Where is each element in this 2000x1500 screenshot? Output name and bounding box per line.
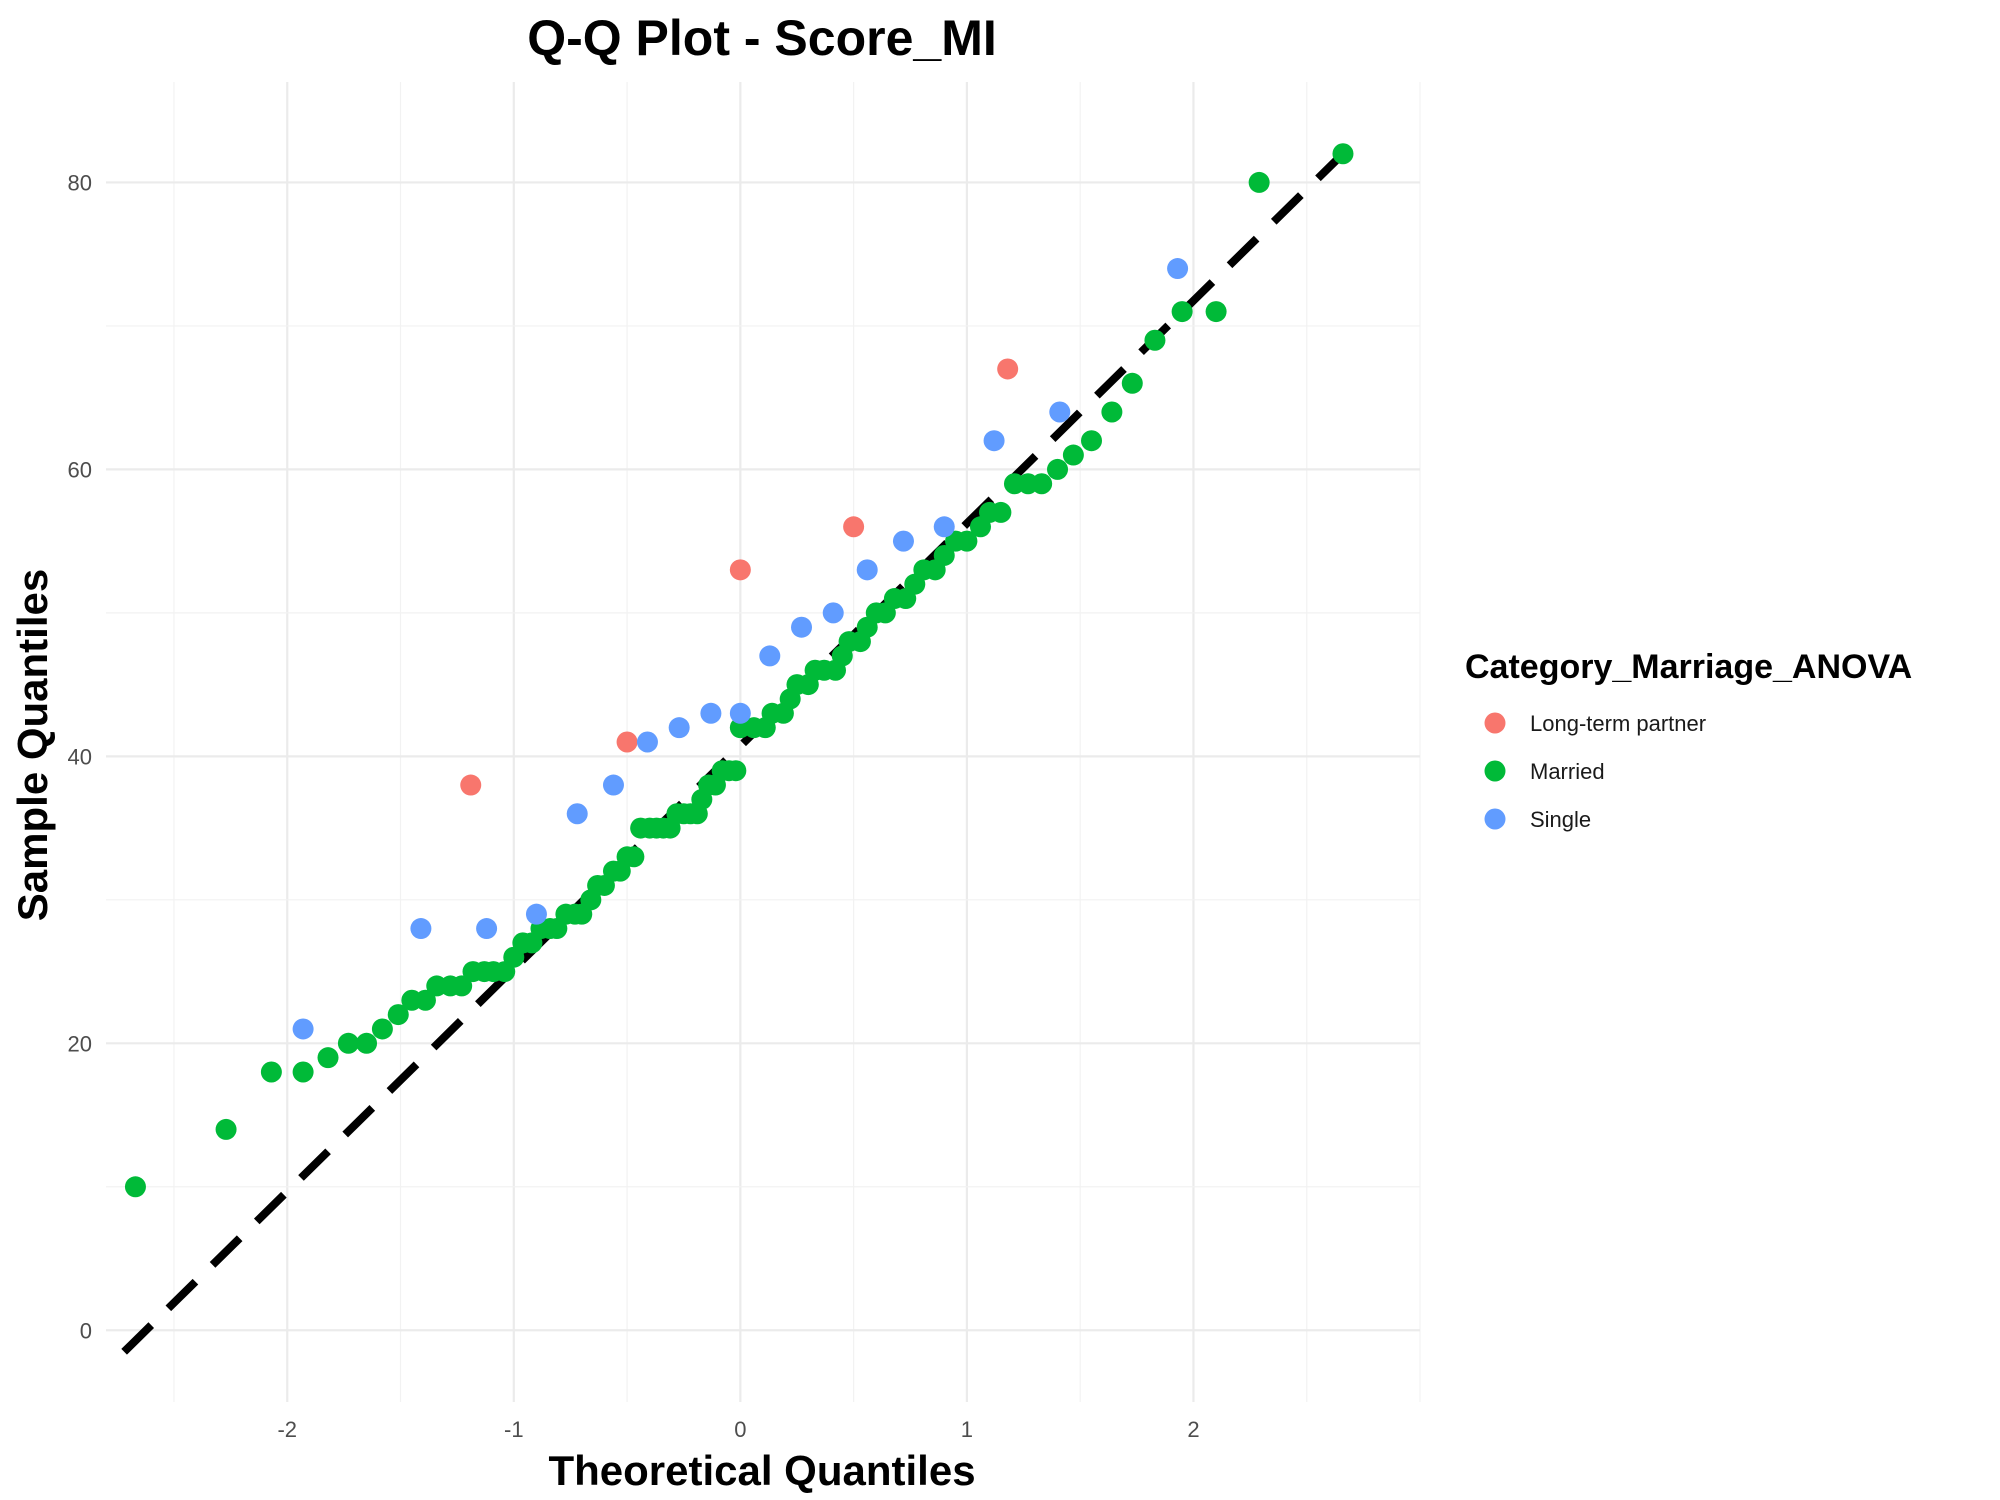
data-point [460, 774, 482, 796]
data-point [451, 975, 473, 997]
data-point [990, 501, 1012, 523]
data-point [759, 645, 781, 667]
legend-item: Long-term partner [1484, 711, 1706, 736]
x-tick-label: 2 [1187, 1417, 1199, 1442]
data-point [1062, 444, 1084, 466]
data-point [476, 918, 498, 940]
data-point [729, 702, 751, 724]
qq-reference-line [121, 150, 1346, 1355]
data-point [566, 803, 588, 825]
data-point [414, 989, 436, 1011]
chart-title: Q-Q Plot - Score_MI [527, 10, 997, 66]
legend: Category_Marriage_ANOVA Long-term partne… [1465, 648, 1912, 832]
data-point [1101, 401, 1123, 423]
x-axis-title: Theoretical Quantiles [548, 1447, 975, 1494]
data-point [1171, 301, 1193, 323]
y-axis-title: Sample Quantiles [9, 569, 56, 921]
legend-title: Category_Marriage_ANOVA [1465, 648, 1912, 686]
data-point [933, 516, 955, 538]
data-points [124, 143, 1354, 1198]
data-point [956, 530, 978, 552]
data-point [616, 731, 638, 753]
data-point [729, 559, 751, 581]
data-point [983, 430, 1005, 452]
data-point [1031, 473, 1053, 495]
data-point [1248, 171, 1270, 193]
y-tick-label: 40 [68, 744, 92, 769]
y-tick-label: 60 [68, 457, 92, 482]
legend-label: Single [1530, 807, 1591, 832]
data-point [292, 1061, 314, 1083]
data-point [892, 530, 914, 552]
data-point [933, 544, 955, 566]
x-axis-ticks: -2 -1 0 1 2 [277, 1417, 1199, 1442]
x-tick-label: -2 [277, 1417, 297, 1442]
data-point [602, 774, 624, 796]
data-point [1332, 143, 1354, 165]
legend-item: Married [1484, 759, 1605, 784]
y-tick-label: 0 [80, 1318, 92, 1343]
data-point [292, 1018, 314, 1040]
data-point [525, 903, 547, 925]
legend-swatch [1484, 808, 1506, 830]
data-point [356, 1032, 378, 1054]
data-point [260, 1061, 282, 1083]
data-point [997, 358, 1019, 380]
data-point [1081, 430, 1102, 452]
x-tick-label: 0 [734, 1417, 746, 1442]
data-point [410, 918, 432, 940]
series-long-term-partner [460, 358, 1019, 796]
y-tick-label: 80 [68, 170, 92, 195]
data-point [337, 1032, 359, 1054]
data-point [1121, 372, 1143, 394]
legend-swatch [1484, 712, 1506, 734]
legend-label: Long-term partner [1530, 711, 1706, 736]
series-married [124, 143, 1354, 1198]
data-point [1167, 258, 1189, 280]
series-single [292, 258, 1189, 1040]
reference-line-layer [121, 150, 1346, 1355]
legend-item: Single [1484, 807, 1591, 832]
data-point [725, 760, 747, 782]
x-tick-label: 1 [961, 1417, 973, 1442]
data-point [636, 731, 658, 753]
legend-items: Long-term partner Married Single [1484, 711, 1706, 832]
data-point [317, 1047, 339, 1069]
data-point [1144, 329, 1166, 351]
legend-swatch [1484, 760, 1506, 782]
data-point [822, 602, 844, 624]
y-tick-label: 20 [68, 1031, 92, 1056]
data-point [623, 846, 645, 868]
x-tick-label: -1 [504, 1417, 524, 1442]
data-point [668, 717, 690, 739]
data-point [215, 1118, 237, 1140]
data-point [371, 1018, 393, 1040]
grid [106, 82, 1421, 1402]
data-point [1205, 301, 1227, 323]
data-point [700, 702, 722, 724]
data-point [791, 616, 813, 638]
data-point [843, 516, 865, 538]
data-point [856, 559, 878, 581]
y-axis-ticks: 0 20 40 60 80 [68, 170, 92, 1343]
data-point [387, 1004, 409, 1026]
legend-label: Married [1530, 759, 1605, 784]
data-point [124, 1176, 146, 1198]
data-point [1047, 458, 1069, 480]
data-point [1049, 401, 1071, 423]
